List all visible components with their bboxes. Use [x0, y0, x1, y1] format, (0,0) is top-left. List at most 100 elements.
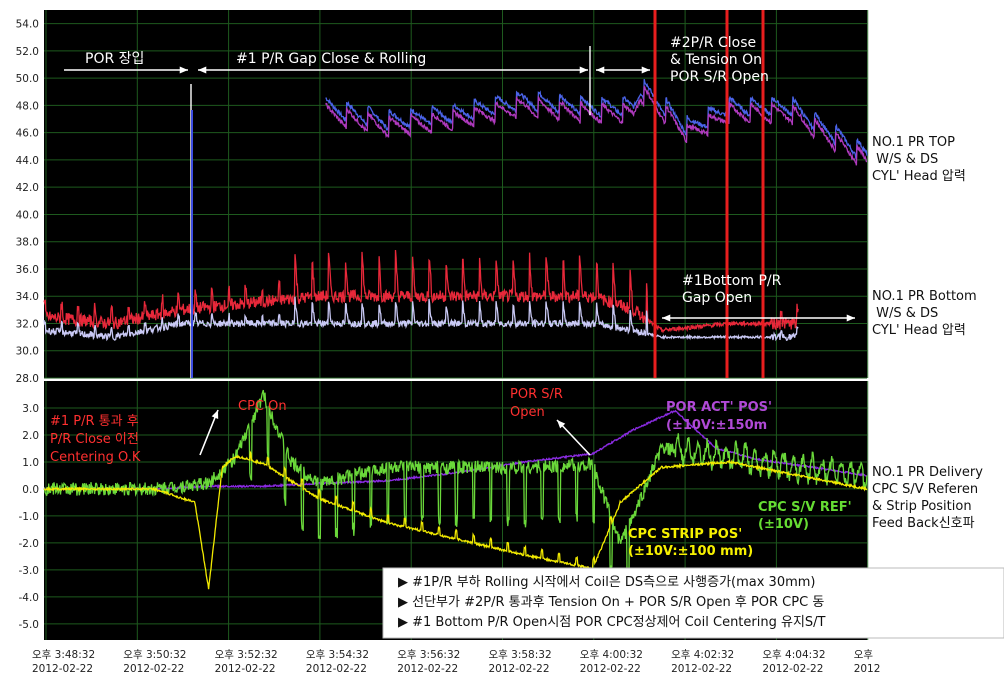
y-tick-label: -1.0 — [19, 511, 40, 523]
side-label-line: W/S & DS — [872, 306, 938, 321]
x-tick-label-line: 오후 4:00:32 — [580, 649, 643, 661]
x-tick-label: 오후 3:48:32 2012-02-22 — [32, 649, 95, 675]
side-label-line: CYL' Head 압력 — [872, 323, 966, 338]
annotation-arrow-head — [662, 314, 671, 322]
x-tick-label-line: 오후 3:52:32 — [215, 649, 278, 661]
annotation-label: CPC On — [238, 399, 287, 414]
x-tick-label-line: 오후 — [854, 649, 874, 661]
y-tick-label: -5.0 — [19, 619, 40, 631]
annotation-label-line: P/R Close 이전 — [50, 432, 139, 447]
series-line — [43, 249, 799, 334]
annotation-label: CPC STRIP POS' (±10V:±100 mm) — [628, 527, 753, 559]
annotation-label-line: CPC S/V REF' — [758, 500, 852, 515]
x-tick-label-line: 오후 3:50:32 — [123, 649, 186, 661]
series-line — [43, 296, 799, 342]
y-tick-label: 36.0 — [16, 264, 39, 276]
x-tick-label: 오후 3:56:32 2012-02-22 — [397, 649, 460, 675]
x-tick-label-line: 오후 4:02:32 — [671, 649, 734, 661]
y-tick-label: -4.0 — [19, 592, 40, 604]
y-tick-label: 30.0 — [16, 346, 39, 358]
series-line — [325, 78, 868, 160]
side-label-line: & Strip Position — [872, 499, 972, 514]
annotation-label: CPC S/V REF' (±10V) — [758, 500, 852, 532]
annotation-arrow-head — [198, 66, 207, 74]
note-line: ▶ 선단부가 #2P/R 통과후 Tension On + POR S/R Op… — [398, 595, 824, 610]
y-tick-label: 50.0 — [16, 73, 39, 85]
annotation-label: #1Bottom P/R Gap Open — [682, 273, 782, 306]
side-label-line: W/S & DS — [872, 152, 938, 167]
side-label-line: NO.1 PR TOP — [872, 135, 955, 150]
y-tick-label: 3.0 — [22, 403, 39, 415]
x-tick-label: 오후 4:00:32 2012-02-22 — [580, 649, 643, 675]
annotation-label-line: (±10V:±100 mm) — [628, 544, 753, 559]
x-tick-label-line: 오후 3:54:32 — [306, 649, 369, 661]
annotation-label-line: #1Bottom P/R — [682, 273, 782, 289]
y-tick-label: 54.0 — [16, 19, 39, 31]
x-tick-label: 오후 2012 — [854, 649, 881, 675]
annotation-label-line: POR S/R Open — [670, 69, 769, 85]
annotation-label-line: #1 P/R Gap Close & Rolling — [236, 51, 426, 67]
annotation-label: POR S/R Open — [510, 387, 563, 420]
annotation-label: POR ACT' POS' (±10V:±150m — [666, 400, 772, 433]
annotation-label-line: Open — [510, 405, 545, 420]
side-label-line: CYL' Head 압력 — [872, 169, 966, 184]
side-label-line: Feed Back신호파 — [872, 516, 975, 531]
annotation-label-line: POR ACT' POS' — [666, 400, 772, 415]
x-tick-label-line: 2012-02-22 — [489, 663, 550, 675]
x-tick-label-line: 오후 3:58:32 — [489, 649, 552, 661]
annotation-arrow-head — [641, 66, 650, 74]
x-tick-label: 오후 3:54:32 2012-02-22 — [306, 649, 369, 675]
note-line: ▶ #1P/R 부하 Rolling 시작에서 Coil은 DS측으로 사행증가… — [398, 574, 816, 590]
y-tick-label: 40.0 — [16, 209, 39, 221]
annotation-arrow-head — [557, 420, 566, 429]
x-tick-label-line: 2012-02-22 — [32, 663, 93, 675]
side-label-line: NO.1 PR Bottom — [872, 289, 977, 304]
annotation-label-line: (±10V:±150m — [666, 418, 767, 433]
y-tick-label: 2.0 — [22, 430, 39, 442]
annotation-label-line: Centering O.K — [50, 450, 141, 465]
annotation-label-line: CPC STRIP POS' — [628, 527, 742, 542]
x-tick-label: 오후 4:02:32 2012-02-22 — [671, 649, 734, 675]
notes-box — [382, 567, 1004, 639]
x-tick-label-line: 오후 3:56:32 — [397, 649, 460, 661]
series-line — [43, 450, 868, 590]
side-label: NO.1 PR Bottom W/S & DS CYL' Head 압력 — [872, 289, 977, 338]
annotation-label: #2P/R Close & Tension On POR S/R Open — [670, 35, 769, 85]
annotation-label-line: & Tension On — [670, 52, 762, 68]
annotation-label-line: #2P/R Close — [670, 35, 756, 51]
note-line: ▶ #1 Bottom P/R Open시점 POR CPC정상제어 Coil … — [398, 615, 826, 630]
side-label-line: CPC S/V Referen — [872, 482, 978, 497]
y-tick-label: 46.0 — [16, 128, 39, 140]
x-tick-label-line: 2012 — [854, 663, 881, 675]
x-tick-label: 오후 4:04:32 2012-02-22 — [762, 649, 825, 675]
x-tick-label-line: 2012-02-22 — [580, 663, 641, 675]
annotation-label-line: Gap Open — [682, 290, 752, 306]
x-tick-label-line: 2012-02-22 — [671, 663, 732, 675]
x-tick-label-line: 2012-02-22 — [306, 663, 367, 675]
side-label: NO.1 PR Delivery CPC S/V Referen & Strip P… — [872, 465, 983, 531]
annotation-arrow-head — [179, 66, 188, 74]
y-tick-label: 44.0 — [16, 155, 39, 167]
annotation-label-line: POR 장입 — [85, 51, 144, 67]
x-tick-label-line: 2012-02-22 — [123, 663, 184, 675]
x-tick-label: 오후 3:52:32 2012-02-22 — [215, 649, 278, 675]
x-tick-label-line: 오후 4:04:32 — [762, 649, 825, 661]
x-tick-label-line: 오후 3:48:32 — [32, 649, 95, 661]
y-tick-label: 38.0 — [16, 237, 39, 249]
y-tick-label: 48.0 — [16, 100, 39, 112]
y-tick-label: -2.0 — [19, 538, 40, 550]
annotation-label-line: #1 P/R 통과 후 — [50, 414, 139, 429]
annotation-label: #1 P/R 통과 후 P/R Close 이전 Centering O.K — [50, 414, 141, 465]
series-line — [325, 85, 868, 166]
y-tick-label: 28.0 — [16, 373, 39, 385]
y-tick-label: 52.0 — [16, 46, 39, 58]
y-tick-label: 34.0 — [16, 291, 39, 303]
side-label: NO.1 PR TOP W/S & DS CYL' Head 압력 — [872, 135, 966, 184]
annotation-arrow-head — [211, 410, 219, 419]
annotation-arrow-head — [579, 66, 588, 74]
annotation-label: POR 장입 — [85, 51, 144, 67]
x-tick-label-line: 2012-02-22 — [762, 663, 823, 675]
side-label-line: NO.1 PR Delivery — [872, 465, 983, 480]
x-tick-label-line: 2012-02-22 — [215, 663, 276, 675]
y-tick-label: 42.0 — [16, 182, 39, 194]
